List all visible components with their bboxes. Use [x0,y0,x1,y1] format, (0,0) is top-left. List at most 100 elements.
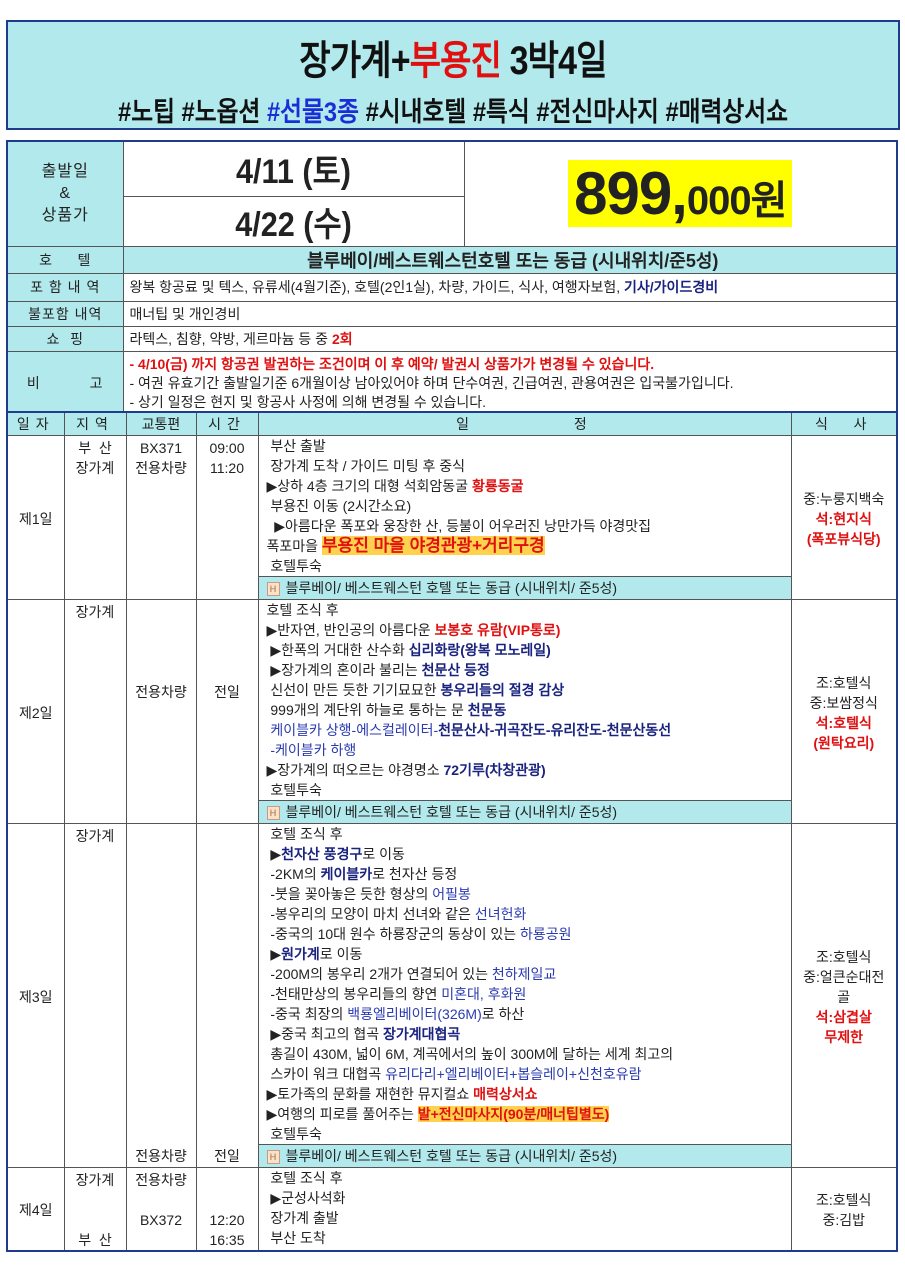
schedule-line: ▶원가계로 이동 [259,944,791,964]
schedule-line: 부산 출발 [259,436,791,456]
transport [127,642,196,662]
schedule-text: ▶중국 최고의 협곡 [266,1026,383,1042]
day-label: 제3일 [6,823,65,1168]
time-cell: 전일 [195,823,259,1168]
transport: 전용차량 [135,460,187,476]
col-header: 일 정 [257,411,792,436]
schedule-line: 호텔투숙 [259,780,791,800]
schedule-text: ▶아름다운 폭포와 웅장한 산, 등불이 어우러진 낭만가득 야경맛집 [266,518,652,534]
schedule-line: 부산 도착 [259,1228,791,1248]
schedule-text: 케이블카 상행-에스컬레이터- [266,722,439,738]
schedule-text: 부용진 마을 야경관광+거리구경 [321,536,545,555]
schedule-line: ▶장가계의 떠오르는 야경명소 72기루(차창관광) [259,760,791,780]
meal: (원탁요리) [813,734,875,751]
transport [127,926,196,946]
transport [127,622,196,642]
schedule-text: 호텔투숙 [266,782,322,798]
schedule-text: ▶군성사석화 [266,1190,346,1206]
meal: 조:호텔식 [816,1192,872,1208]
transport: 전용차량 [135,1148,187,1164]
schedule-text: 72기루(차창관광) [443,762,546,778]
schedule-text: -2KM의 [266,866,321,882]
hotel-bar: H 블루베이/ 베스트웨스턴 호텔 또는 동급 (시내위치/ 준5성) [258,1144,791,1167]
region-cell: 장가계 부 산 [63,1167,127,1252]
transport-cell: 전용차량 [125,823,197,1168]
schedule-text: 호텔 조식 후 [266,602,339,618]
schedule-line: 호텔 조식 후 [259,600,791,620]
col-header: 교통편 [125,411,197,436]
hotel-icon: H [266,582,280,597]
region-cell: 장가계 [63,599,127,824]
schedule-text: 로 천자산 등정 [372,866,458,882]
transport [127,602,196,622]
schedule-line: ▶상하 4층 크기의 대형 석회암동굴 황룡동굴 [259,476,791,496]
schedule-text: ▶반자연, 반인공의 아름다운 [266,622,435,638]
schedule-line: -중국 최장의 백룡엘리베이터(326M)로 하산 [259,1004,791,1024]
info-table: 출발일 & 상품가 4/11 (토) 899,000원 4/22 (수) 호 텔 블루… [6,140,898,417]
hashtags: #노팁 #노옵션 #선물3종 #시내호텔 #특식 #전신마사지 #매력상서쇼 [118,97,788,127]
day-row: 제3일 장가계 전용차량 전일 호텔 조식 후 ▶천자산 풍경구로 이동 -2KM의 … [6,823,898,1168]
note: - 4/10(금) 까지 항공권 발권하는 조건이며 이 후 예약/ 발권시 상… [129,355,655,372]
time [197,1106,258,1126]
notes: - 4/10(금) 까지 항공권 발권하는 조건이며 이 후 예약/ 발권시 상… [122,350,898,417]
region: 장가계 [75,460,115,476]
time [197,1190,258,1210]
hotel-label: 호 텔 [6,245,124,274]
transport [127,1046,196,1066]
page-title: 장가계+부용진 3박4일 [299,39,607,83]
transport [127,1106,196,1126]
time [197,926,258,946]
schedule-text: 천문산 등정 [421,662,490,678]
hotel-bar-text: 블루베이/ 베스트웨스턴 호텔 또는 동급 (시내위치/ 준5성) [285,804,618,820]
schedule-text: 부산 도착 [266,1230,326,1246]
schedule-text: 호텔 조식 후 [266,826,343,842]
schedule-text: ▶토가족의 문화를 재현한 뮤지컬쇼 [266,1086,474,1102]
schedule-text: 로 하산 [481,1006,525,1022]
transport [127,866,196,886]
time [197,642,258,662]
note: - 상기 일정은 현지 및 항공사 사정에 의해 변경될 수 있습니다. [129,393,487,410]
hotel-bar: H 블루베이/ 베스트웨스턴 호텔 또는 동급 (시내위치/ 준5성) [258,576,791,599]
hotel-bar-text: 블루베이/ 베스트웨스턴 호텔 또는 동급 (시내위치/ 준5성) [285,1148,618,1164]
schedule-line: 스카이 워크 대협곡 유리다리+엘리베이터+봅슬레이+신천호유람 [259,1064,791,1084]
schedule-line: 호텔 조식 후 [259,824,791,844]
departure-date-2: 4/22 (수) [139,195,448,247]
transport [127,846,196,866]
transport [127,1026,196,1046]
hotel-bar-text: 블루베이/ 베스트웨스턴 호텔 또는 동급 (시내위치/ 준5성) [285,580,618,596]
schedule-line: ▶반자연, 반인공의 아름다운 보봉호 유람(VIP통로) [259,620,791,640]
schedule-text: 장가계 도착 / 가이드 미팅 후 중식 [266,458,466,474]
schedule-text: 원가계 [281,946,320,962]
schedule-text: -케이블카 하행 [266,742,357,758]
meal: 무제한 [824,1028,864,1045]
transport [127,966,196,986]
schedule-text: 스카이 워크 대협곡 [266,1066,386,1082]
schedule-text: -중국의 10대 원수 하룡장군의 동상이 있는 [266,926,521,942]
schedule-text: 보봉호 유람(VIP통로) [434,622,561,638]
col-header: 시간 [195,411,259,436]
schedule-text: 봉우리들의 절경 감상 [440,682,565,698]
schedule-text: 장가계 출발 [266,1210,339,1226]
schedule-text: 백룡엘리베이터(326M) [347,1006,482,1022]
schedule-text: 부용진 이동 (2시간소요) [266,498,412,514]
schedule-line: 케이블카 상행-에스컬레이터-천문산사-귀곡잔도-유리잔도-천문산동선 [259,720,791,740]
meal: 중:보쌈정식 [809,694,878,711]
schedule-text: ▶상하 4층 크기의 대형 석회암동굴 [266,478,472,494]
schedule-line: -2KM의 케이블카로 천자산 등정 [259,864,791,884]
schedule-text: 호텔투숙 [266,1126,322,1142]
transport-cell: BX371 전용차량 [125,435,197,600]
schedule-line: ▶아름다운 폭포와 웅장한 산, 등불이 어우러진 낭만가득 야경맛집 [259,516,791,536]
schedule-text: ▶장가계의 혼이라 불리는 [266,662,422,678]
region: 장가계 [75,604,115,620]
meal: 석:삼겹살 [815,1008,872,1025]
schedule-cell: 부산 출발 장가계 도착 / 가이드 미팅 후 중식 ▶상하 4층 크기의 대형 … [257,435,792,600]
meal-cell: 중:누룽지백숙 석:현지식 (폭포뷰식당) [790,435,898,600]
schedule-text: 폭포마을 [266,538,322,554]
time [197,1066,258,1086]
schedule-text: 미혼대, 후화원 [441,986,527,1002]
schedule-line: -케이블카 하행 [259,740,791,760]
schedule-line: ▶한폭의 거대한 산수화 십리화랑(왕복 모노레일) [259,640,791,660]
schedule-text: 케이블카 [320,866,373,882]
schedule-text: 천문산사-귀곡잔도-유리잔도-천문산동선 [438,722,672,738]
departure-date-1: 4/11 (토) [139,140,448,197]
